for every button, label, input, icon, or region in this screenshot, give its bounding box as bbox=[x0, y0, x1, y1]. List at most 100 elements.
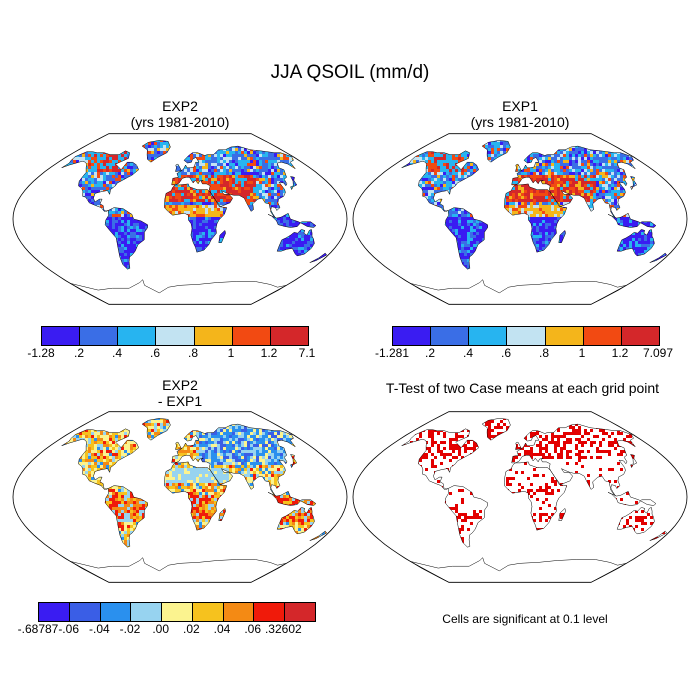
grid-cell bbox=[178, 232, 181, 235]
grid-cell bbox=[109, 181, 112, 184]
grid-cell bbox=[226, 163, 229, 166]
grid-cell bbox=[19, 175, 22, 178]
grid-cell bbox=[283, 166, 286, 169]
grid-cell bbox=[277, 169, 280, 172]
grid-cell bbox=[97, 232, 100, 235]
grid-cell bbox=[313, 133, 316, 136]
grid-cell bbox=[133, 187, 136, 190]
grid-cell bbox=[253, 181, 256, 184]
grid-cell bbox=[31, 154, 34, 157]
grid-cell bbox=[172, 247, 175, 250]
grid-cell bbox=[121, 256, 124, 259]
grid-cell bbox=[277, 247, 280, 250]
grid-cell bbox=[40, 136, 43, 139]
grid-cell bbox=[169, 181, 172, 184]
grid-cell bbox=[238, 175, 241, 178]
grid-cell bbox=[106, 157, 109, 160]
grid-cell bbox=[127, 184, 130, 187]
grid-cell bbox=[274, 190, 277, 193]
grid-cell bbox=[256, 140, 259, 142]
grid-cell bbox=[256, 244, 259, 247]
grid-cell bbox=[193, 169, 196, 172]
grid-cell bbox=[28, 172, 31, 175]
grid-cell bbox=[304, 220, 307, 223]
grid-cell bbox=[154, 202, 157, 205]
grid-cell bbox=[244, 205, 247, 208]
grid-cell bbox=[250, 238, 253, 241]
grid-cell bbox=[58, 145, 61, 148]
grid-cell bbox=[187, 244, 190, 247]
grid-cell bbox=[274, 205, 277, 208]
grid-cell bbox=[10, 256, 13, 259]
grid-cell bbox=[226, 196, 229, 199]
grid-cell bbox=[157, 235, 160, 238]
grid-cell bbox=[91, 163, 94, 166]
grid-cell bbox=[301, 157, 304, 160]
grid-cell bbox=[253, 157, 256, 160]
grid-cell bbox=[100, 142, 103, 145]
grid-cell bbox=[61, 259, 64, 262]
grid-cell bbox=[151, 148, 154, 151]
grid-cell bbox=[157, 241, 160, 244]
grid-cell bbox=[235, 250, 238, 253]
grid-cell bbox=[40, 259, 43, 262]
exp2-panel-title: EXP2 (yrs 1981-2010) bbox=[70, 98, 290, 130]
grid-cell bbox=[28, 202, 31, 205]
grid-cell bbox=[115, 157, 118, 160]
grid-cell bbox=[271, 148, 274, 151]
grid-cell bbox=[76, 175, 79, 178]
grid-cell bbox=[310, 148, 313, 151]
grid-cell bbox=[67, 136, 70, 139]
grid-cell bbox=[187, 151, 190, 154]
grid-cell bbox=[40, 145, 43, 148]
grid-cell bbox=[142, 235, 145, 238]
grid-cell bbox=[100, 157, 103, 160]
grid-cell bbox=[340, 148, 343, 151]
grid-cell bbox=[271, 247, 274, 250]
grid-cell bbox=[250, 235, 253, 238]
grid-cell bbox=[160, 166, 163, 169]
grid-cell bbox=[205, 130, 208, 133]
grid-cell bbox=[31, 247, 34, 250]
grid-cell bbox=[178, 184, 181, 187]
grid-cell bbox=[304, 256, 307, 259]
grid-cell bbox=[88, 160, 91, 163]
grid-cell bbox=[73, 235, 76, 238]
grid-cell bbox=[193, 226, 196, 229]
grid-cell bbox=[106, 148, 109, 151]
grid-cell bbox=[79, 247, 82, 250]
grid-cell bbox=[184, 202, 187, 205]
grid-cell bbox=[346, 199, 349, 202]
grid-cell bbox=[169, 208, 172, 211]
grid-cell bbox=[262, 130, 265, 133]
grid-cell bbox=[85, 190, 88, 193]
grid-cell bbox=[322, 244, 325, 247]
grid-cell bbox=[172, 145, 175, 148]
grid-cell bbox=[22, 217, 25, 220]
grid-cell bbox=[79, 226, 82, 229]
grid-cell bbox=[256, 193, 259, 196]
grid-cell bbox=[76, 223, 79, 226]
grid-cell bbox=[277, 241, 280, 244]
grid-cell bbox=[31, 226, 34, 229]
grid-cell bbox=[115, 235, 118, 238]
grid-cell bbox=[133, 238, 136, 241]
grid-cell bbox=[169, 241, 172, 244]
grid-cell bbox=[49, 211, 52, 214]
grid-cell bbox=[184, 154, 187, 157]
grid-cell bbox=[148, 202, 151, 205]
grid-cell bbox=[301, 166, 304, 169]
grid-cell bbox=[343, 217, 346, 220]
grid-cell bbox=[313, 229, 316, 232]
grid-cell bbox=[343, 247, 346, 250]
grid-cell bbox=[250, 199, 253, 202]
grid-cell bbox=[37, 187, 40, 190]
grid-cell bbox=[202, 229, 205, 232]
grid-cell bbox=[88, 214, 91, 217]
grid-cell bbox=[232, 226, 235, 229]
grid-cell bbox=[172, 241, 175, 244]
grid-cell bbox=[64, 256, 67, 259]
grid-cell bbox=[151, 247, 154, 250]
grid-cell bbox=[331, 145, 334, 148]
grid-cell bbox=[76, 253, 79, 256]
